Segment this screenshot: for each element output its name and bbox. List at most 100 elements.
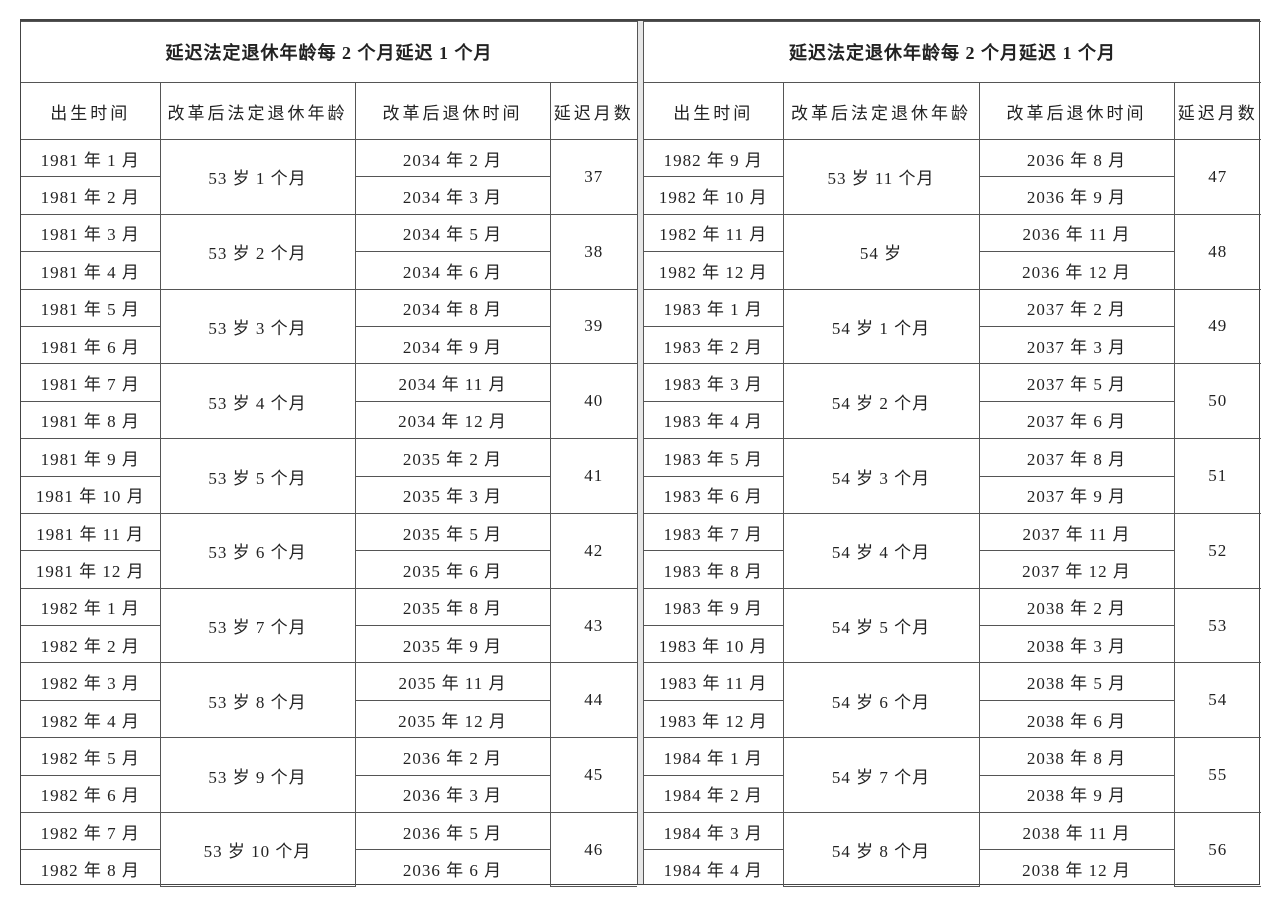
retirement-age-cell: 54 岁 8 个月 [782, 812, 980, 888]
retirement-date-cell: 2038 年 9 月 [978, 774, 1174, 814]
delay-months-cell: 46 [549, 812, 637, 888]
retirement-date-cell: 2036 年 3 月 [354, 774, 550, 814]
retirement-age-cell: 53 岁 3 个月 [159, 288, 356, 365]
birth-date-cell: 1984 年 4 月 [644, 849, 784, 887]
birth-date-cell: 1983 年 7 月 [644, 512, 784, 552]
table-row: 1983 年 4 月 2037 年 6 月 [644, 400, 1261, 440]
retirement-date-cell: 2035 年 3 月 [354, 475, 550, 514]
table-row: 1984 年 2 月 2038 年 9 月 [644, 774, 1261, 814]
birth-date-cell: 1981 年 2 月 [21, 176, 161, 215]
birth-date-cell: 1982 年 6 月 [21, 774, 161, 814]
retirement-date-cell: 2035 年 12 月 [354, 699, 550, 739]
delay-months-cell: 49 [1173, 288, 1261, 365]
retirement-date-cell: 2034 年 5 月 [354, 213, 551, 253]
retirement-date-cell: 2036 年 12 月 [978, 251, 1174, 290]
birth-date-cell: 1981 年 11 月 [21, 512, 161, 552]
retirement-table-left: 延迟法定退休年龄每 2 个月延迟 1 个月 出生时间 改革后法定退休年龄 改革后退休时… [21, 21, 637, 888]
table-row: 1981 年 12 月 2035 年 6 月 [21, 550, 637, 589]
delay-months-cell: 48 [1173, 213, 1261, 290]
delay-months-cell: 45 [549, 737, 637, 814]
birth-date-cell: 1982 年 12 月 [644, 251, 784, 290]
delay-months-cell: 39 [549, 288, 637, 365]
retirement-date-cell: 2036 年 11 月 [978, 213, 1175, 253]
birth-date-cell: 1983 年 4 月 [644, 400, 784, 440]
birth-date-cell: 1982 年 4 月 [21, 699, 161, 739]
column-header-delay-months: 延迟月数 [549, 82, 637, 140]
birth-date-cell: 1983 年 11 月 [644, 662, 784, 701]
birth-date-cell: 1982 年 1 月 [21, 587, 161, 627]
retirement-date-cell: 2038 年 12 月 [978, 849, 1174, 887]
retirement-date-cell: 2038 年 11 月 [978, 812, 1175, 851]
retirement-date-cell: 2037 年 3 月 [978, 325, 1174, 365]
retirement-date-cell: 2034 年 6 月 [354, 251, 550, 290]
retirement-age-cell: 54 岁 7 个月 [782, 737, 980, 814]
table-row: 1981 年 2 月 2034 年 3 月 [21, 176, 637, 215]
retirement-date-cell: 2036 年 8 月 [978, 138, 1175, 178]
retirement-age-cell: 54 岁 [782, 213, 980, 290]
retirement-age-cell: 53 岁 4 个月 [159, 363, 356, 440]
retirement-date-cell: 2037 年 12 月 [978, 550, 1174, 589]
birth-date-cell: 1982 年 9 月 [644, 138, 784, 178]
delay-months-cell: 51 [1173, 438, 1261, 514]
birth-date-cell: 1982 年 3 月 [21, 662, 161, 701]
table-row: 1981 年 6 月 2034 年 9 月 [21, 325, 637, 365]
column-header-birth-date: 出生时间 [21, 82, 161, 140]
table-row: 1982 年 11 月 54 岁 2036 年 11 月 48 [644, 213, 1261, 290]
delay-months-cell: 54 [1173, 662, 1261, 739]
table-row: 1983 年 1 月 54 岁 1 个月 2037 年 2 月 49 [644, 288, 1261, 365]
birth-date-cell: 1981 年 5 月 [21, 288, 161, 327]
retirement-date-cell: 2038 年 6 月 [978, 699, 1174, 739]
birth-date-cell: 1983 年 9 月 [644, 587, 784, 627]
column-header-retirement-age: 改革后法定退休年龄 [782, 82, 980, 140]
table-row: 1983 年 9 月 54 岁 5 个月 2038 年 2 月 53 [644, 587, 1261, 664]
birth-date-cell: 1982 年 10 月 [644, 176, 784, 215]
header-row: 出生时间 改革后法定退休年龄 改革后退休时间 延迟月数 [21, 82, 637, 140]
retirement-date-cell: 2035 年 2 月 [354, 438, 551, 477]
birth-date-cell: 1981 年 3 月 [21, 213, 161, 253]
retirement-age-cell: 53 岁 7 个月 [159, 587, 356, 664]
retirement-date-cell: 2037 年 11 月 [978, 512, 1175, 552]
birth-date-cell: 1983 年 8 月 [644, 550, 784, 589]
retirement-date-cell: 2037 年 8 月 [978, 438, 1175, 477]
birth-date-cell: 1982 年 11 月 [644, 213, 784, 253]
table-row: 1982 年 4 月 2035 年 12 月 [21, 699, 637, 739]
birth-date-cell: 1983 年 12 月 [644, 699, 784, 739]
delay-months-cell: 42 [549, 512, 637, 589]
retirement-age-cell: 54 岁 6 个月 [782, 662, 980, 739]
birth-date-cell: 1981 年 6 月 [21, 325, 161, 365]
retirement-date-cell: 2035 年 11 月 [354, 662, 551, 701]
retirement-age-cell: 53 岁 9 个月 [159, 737, 356, 814]
header-row: 出生时间 改革后法定退休年龄 改革后退休时间 延迟月数 [644, 82, 1261, 140]
retirement-date-cell: 2034 年 8 月 [354, 288, 551, 327]
delay-months-cell: 52 [1173, 512, 1261, 589]
retirement-age-cell: 53 岁 5 个月 [159, 438, 356, 514]
retirement-date-cell: 2034 年 9 月 [354, 325, 550, 365]
retirement-age-cell: 53 岁 2 个月 [159, 213, 356, 290]
birth-date-cell: 1981 年 12 月 [21, 550, 161, 589]
table-row: 1982 年 2 月 2035 年 9 月 [21, 625, 637, 664]
table-row: 1984 年 4 月 2038 年 12 月 [644, 849, 1261, 887]
delay-months-cell: 53 [1173, 587, 1261, 664]
birth-date-cell: 1981 年 1 月 [21, 138, 161, 178]
table-row: 1981 年 5 月 53 岁 3 个月 2034 年 8 月 39 [21, 288, 637, 365]
retirement-age-cell: 53 岁 10 个月 [159, 812, 356, 888]
delay-months-cell: 55 [1173, 737, 1261, 814]
table-row: 1981 年 8 月 2034 年 12 月 [21, 400, 637, 440]
table-title: 延迟法定退休年龄每 2 个月延迟 1 个月 [21, 21, 637, 83]
table-row: 1983 年 12 月 2038 年 6 月 [644, 699, 1261, 739]
retirement-date-cell: 2035 年 9 月 [354, 625, 550, 664]
retirement-date-cell: 2036 年 6 月 [354, 849, 550, 887]
birth-date-cell: 1983 年 1 月 [644, 288, 784, 327]
retirement-age-document: 延迟法定退休年龄每 2 个月延迟 1 个月 出生时间 改革后法定退休年龄 改革后退休时… [20, 19, 1261, 888]
delay-months-cell: 50 [1173, 363, 1261, 440]
retirement-date-cell: 2035 年 8 月 [354, 587, 551, 627]
table-row: 1981 年 7 月 53 岁 4 个月 2034 年 11 月 40 [21, 363, 637, 440]
retirement-date-cell: 2038 年 3 月 [978, 625, 1174, 664]
retirement-date-cell: 2037 年 9 月 [978, 475, 1174, 514]
table-row: 1982 年 8 月 2036 年 6 月 [21, 849, 637, 887]
retirement-age-cell: 53 岁 1 个月 [159, 139, 356, 215]
birth-date-cell: 1982 年 7 月 [21, 812, 161, 851]
table-row: 1984 年 1 月 54 岁 7 个月 2038 年 8 月 55 [644, 737, 1261, 814]
retirement-date-cell: 2035 年 5 月 [354, 512, 551, 552]
retirement-age-cell: 54 岁 4 个月 [782, 512, 980, 589]
